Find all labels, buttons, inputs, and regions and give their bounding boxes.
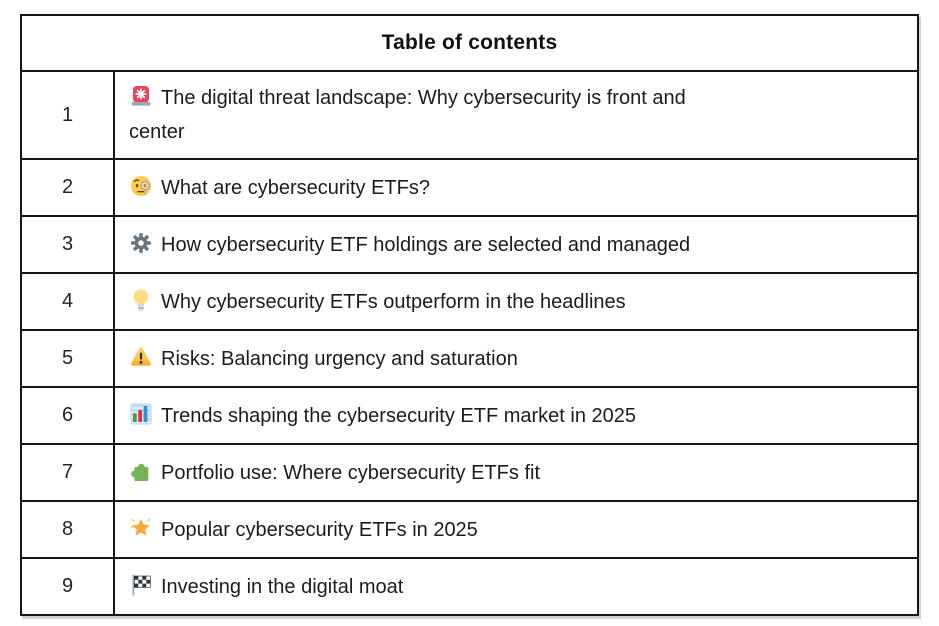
toc-row-number: 1 bbox=[22, 72, 115, 158]
toc-row-3: 3 How cybersecurity ETF holdings are sel… bbox=[22, 215, 917, 272]
bar-chart-icon bbox=[129, 402, 153, 426]
toc-entry-title: Why cybersecurity ETFs outperform in the… bbox=[161, 290, 626, 313]
light-bulb-icon bbox=[129, 288, 153, 312]
toc-entry: Risks: Balancing urgency and saturation bbox=[115, 331, 917, 386]
table-of-contents: Table of contents 1 The digital th bbox=[20, 14, 919, 616]
puzzle-piece-icon bbox=[129, 459, 153, 483]
toc-entry: Portfolio use: Where cybersecurity ETFs … bbox=[115, 445, 917, 500]
toc-row-8: 8 Popular cybersecurity ETFs in 2025 bbox=[22, 500, 917, 557]
toc-row-2: 2 What are cybersecurity ETFs? bbox=[22, 158, 917, 215]
toc-row-number: 8 bbox=[22, 502, 115, 557]
toc-row-5: 5 Risks: Balancing urgency and sat bbox=[22, 329, 917, 386]
toc-row-6: 6 Trends shaping the cybe bbox=[22, 386, 917, 443]
toc-title: Table of contents bbox=[381, 31, 558, 54]
toc-row-number: 4 bbox=[22, 274, 115, 329]
toc-entry-title: Portfolio use: Where cybersecurity ETFs … bbox=[161, 461, 541, 484]
checkered-flag-icon bbox=[129, 573, 153, 597]
toc-entry: Why cybersecurity ETFs outperform in the… bbox=[115, 274, 917, 329]
siren-icon bbox=[129, 84, 153, 108]
toc-row-number: 7 bbox=[22, 445, 115, 500]
toc-entry: How cybersecurity ETF holdings are selec… bbox=[115, 217, 917, 272]
toc-entry-title: Risks: Balancing urgency and saturation bbox=[161, 347, 518, 370]
toc-row-7: 7 Portfolio use: Where cybersecurity ETF… bbox=[22, 443, 917, 500]
toc-row-number: 5 bbox=[22, 331, 115, 386]
toc-row-number: 6 bbox=[22, 388, 115, 443]
toc-row-1: 1 The digital threat landscape: Why cybe… bbox=[22, 70, 917, 158]
toc-row-number: 9 bbox=[22, 559, 115, 614]
toc-row-4: 4 Why cybersecurity ETFs outperform in t… bbox=[22, 272, 917, 329]
gear-icon bbox=[129, 231, 153, 255]
monocle-face-icon bbox=[129, 174, 153, 198]
warning-icon bbox=[129, 345, 153, 369]
toc-entry-title: The digital threat landscape: Why cybers… bbox=[129, 87, 686, 143]
toc-entry-title: How cybersecurity ETF holdings are selec… bbox=[161, 233, 691, 256]
glowing-star-icon bbox=[129, 516, 153, 540]
toc-entry: Popular cybersecurity ETFs in 2025 bbox=[115, 502, 917, 557]
toc-row-number: 2 bbox=[22, 160, 115, 215]
toc-entry-title: Trends shaping the cybersecurity ETF mar… bbox=[161, 404, 637, 427]
toc-entry-title: Investing in the digital moat bbox=[161, 575, 404, 598]
toc-entry: The digital threat landscape: Why cybers… bbox=[115, 72, 917, 158]
toc-row-9: 9 Investing in the di bbox=[22, 557, 917, 614]
toc-row-number: 3 bbox=[22, 217, 115, 272]
toc-entry: What are cybersecurity ETFs? bbox=[115, 160, 917, 215]
toc-entry-title: Popular cybersecurity ETFs in 2025 bbox=[161, 518, 478, 541]
toc-entry-title: What are cybersecurity ETFs? bbox=[161, 176, 430, 199]
toc-entry: Trends shaping the cybersecurity ETF mar… bbox=[115, 388, 917, 443]
toc-entry: Investing in the digital moat bbox=[115, 559, 917, 614]
